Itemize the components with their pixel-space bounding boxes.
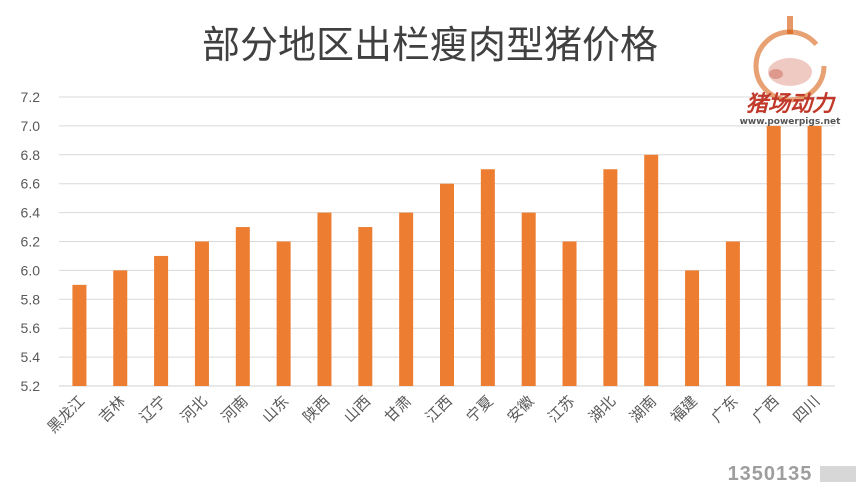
bar bbox=[194, 241, 209, 386]
bar bbox=[521, 212, 536, 386]
x-tick-label: 辽宁 bbox=[136, 392, 170, 426]
y-tick-label: 7.0 bbox=[21, 118, 41, 134]
bar bbox=[276, 241, 291, 386]
y-axis: 5.2 5.4 5.6 5.8 6.0 6.2 6.4 6.6 6.8 7.0 7.2 bbox=[21, 89, 41, 394]
y-tick-label: 6.6 bbox=[21, 176, 41, 192]
bars bbox=[72, 125, 822, 387]
bar bbox=[358, 227, 373, 386]
chart-title: 部分地区出栏瘦肉型猪价格 bbox=[202, 23, 658, 67]
bar bbox=[766, 125, 781, 387]
y-tick-label: 6.0 bbox=[21, 262, 41, 278]
y-tick-label: 5.8 bbox=[21, 291, 41, 307]
watermark-logo bbox=[753, 16, 827, 103]
bar bbox=[562, 241, 577, 386]
x-tick-label: 福建 bbox=[667, 392, 701, 426]
x-tick-label: 宁夏 bbox=[463, 392, 497, 426]
bar bbox=[235, 227, 250, 386]
y-tick-label: 6.8 bbox=[21, 147, 41, 163]
logo-power-mark bbox=[787, 16, 793, 34]
y-tick-label: 5.4 bbox=[21, 349, 41, 365]
watermark-brand: 猪场动力 bbox=[746, 92, 836, 117]
bar bbox=[440, 183, 454, 386]
bar bbox=[603, 169, 618, 386]
x-tick-label: 甘肃 bbox=[381, 392, 415, 426]
x-tick-label: 黑龙江 bbox=[44, 392, 89, 437]
footer-logo-badge bbox=[820, 466, 856, 482]
x-tick-label: 广西 bbox=[749, 392, 783, 426]
x-axis: 黑龙江 吉林 辽宁 河北 河南 山东 陕西 山西 甘肃 江西 宁夏 安徽 江苏 湖北 湖南 福建 广东 广西 四川 bbox=[44, 392, 824, 437]
bar bbox=[113, 270, 128, 386]
pig-head-icon bbox=[768, 58, 812, 86]
x-tick-label: 四川 bbox=[789, 392, 823, 426]
x-tick-label: 江西 bbox=[422, 392, 456, 426]
x-tick-label: 安徽 bbox=[504, 392, 538, 426]
y-tick-label: 6.4 bbox=[21, 205, 41, 221]
y-tick-label: 5.2 bbox=[21, 378, 41, 394]
x-tick-label: 广东 bbox=[708, 392, 742, 426]
y-tick-label: 5.6 bbox=[21, 320, 41, 336]
x-tick-label: 吉林 bbox=[95, 392, 129, 426]
bar bbox=[725, 241, 740, 386]
bar bbox=[480, 169, 495, 386]
watermark-url: www.powerpigs.net bbox=[740, 117, 842, 127]
y-tick-label: 6.2 bbox=[21, 234, 41, 250]
x-tick-label: 湖北 bbox=[585, 392, 619, 426]
bar bbox=[807, 125, 822, 387]
x-tick-label: 河南 bbox=[218, 392, 252, 426]
bar bbox=[72, 284, 87, 386]
x-tick-label: 山东 bbox=[259, 392, 293, 426]
x-tick-label: 河北 bbox=[177, 392, 211, 426]
x-tick-label: 山西 bbox=[340, 392, 374, 426]
bar bbox=[685, 270, 700, 386]
bar bbox=[644, 154, 659, 386]
x-tick-label: 湖南 bbox=[626, 392, 660, 426]
bar bbox=[317, 212, 332, 386]
x-tick-label: 陕西 bbox=[299, 392, 333, 426]
bar bbox=[154, 255, 169, 386]
x-tick-label: 江苏 bbox=[544, 392, 578, 426]
bar bbox=[399, 212, 414, 386]
footer-logo-text: 1350135 bbox=[728, 463, 813, 485]
pig-snout-icon bbox=[769, 69, 783, 79]
y-tick-label: 7.2 bbox=[21, 89, 41, 105]
